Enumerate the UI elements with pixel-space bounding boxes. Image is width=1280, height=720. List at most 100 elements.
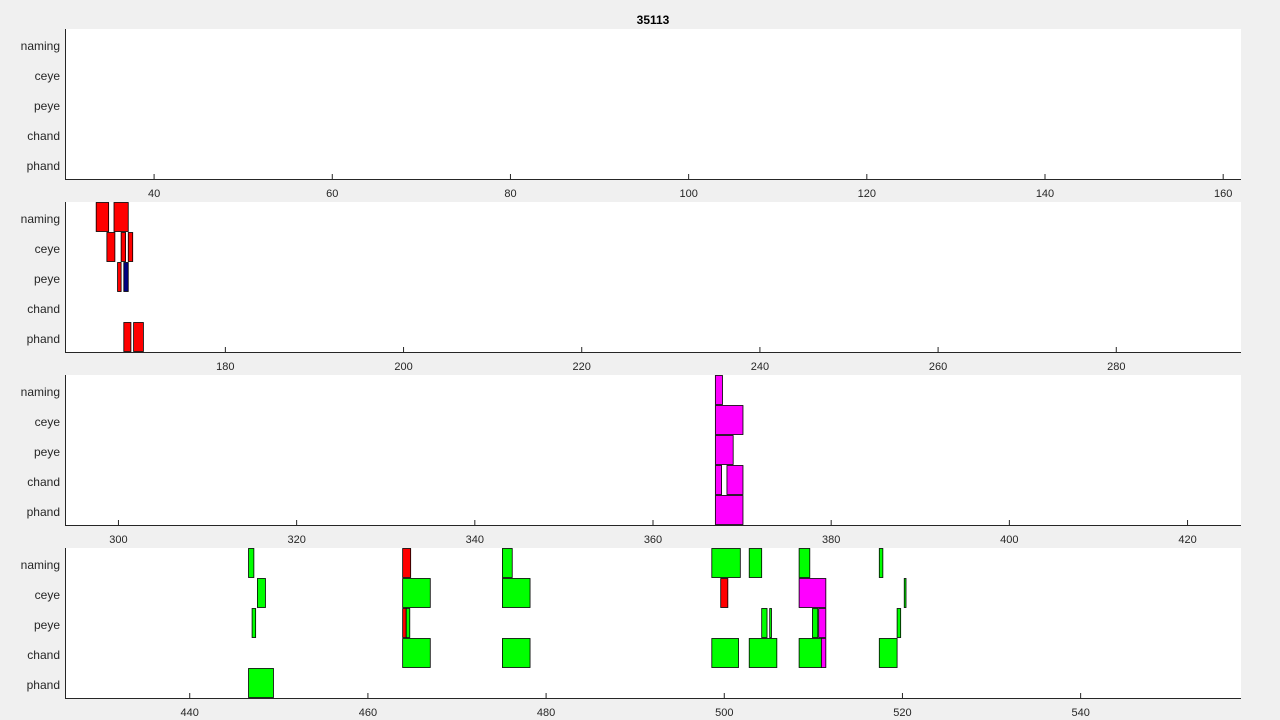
segment-peye (251, 608, 257, 638)
segment-peye (123, 262, 129, 292)
x-tick-label: 400 (1000, 534, 1018, 546)
x-tick-label: 220 (573, 361, 591, 373)
segment-naming (95, 202, 110, 232)
segment-peye (769, 608, 772, 638)
segment-ceye (502, 578, 531, 608)
x-tick-label: 60 (326, 188, 338, 200)
segment-peye (896, 608, 902, 638)
plot-area (65, 29, 1241, 179)
segment-ceye (903, 578, 907, 608)
x-tick-label: 40 (148, 188, 160, 200)
row-label-naming: naming (21, 39, 60, 53)
row-label-phand: phand (27, 505, 60, 519)
segment-naming (711, 548, 741, 578)
segment-peye (117, 262, 122, 292)
row-label-chand: chand (27, 302, 60, 316)
segment-naming (798, 548, 811, 578)
segment-naming (502, 548, 513, 578)
x-tick-label: 260 (929, 361, 947, 373)
row-label-ceye: ceye (35, 415, 61, 429)
segment-ceye (402, 578, 431, 608)
row-label-naming: naming (21, 212, 60, 226)
segment-chand (820, 638, 827, 668)
segment-phand (133, 322, 144, 352)
segment-chand (798, 638, 822, 668)
x-tick-label: 500 (715, 707, 733, 719)
x-tick-label: 460 (359, 707, 377, 719)
x-tick-label: 140 (1036, 188, 1054, 200)
x-tick-label: 540 (1071, 707, 1089, 719)
segment-chand (502, 638, 531, 668)
segment-ceye (106, 232, 116, 262)
row-label-peye: peye (34, 618, 60, 632)
plot-area (65, 202, 1241, 352)
segment-peye (818, 608, 827, 638)
segment-peye (405, 608, 411, 638)
segment-ceye (798, 578, 827, 608)
x-tick-label: 100 (679, 188, 697, 200)
segment-peye (761, 608, 768, 638)
segment-ceye (120, 232, 126, 262)
panel-2: naming ceye peye chand phand 180 200 220 240 260 2… (21, 202, 1241, 373)
segment-peye (812, 608, 819, 638)
plot-area (65, 548, 1241, 698)
row-label-chand: chand (27, 129, 60, 143)
row-label-naming: naming (21, 385, 60, 399)
x-tick-label: 440 (181, 707, 199, 719)
segment-chand (878, 638, 898, 668)
segment-phand (123, 322, 132, 352)
row-label-chand: chand (27, 648, 60, 662)
panels: naming ceye peye chand phand 40 60 80 100 120 140 1… (21, 29, 1241, 719)
x-tick-label: 80 (504, 188, 516, 200)
x-tick-label: 520 (893, 707, 911, 719)
x-tick-label: 420 (1178, 534, 1196, 546)
x-tick-label: 480 (537, 707, 555, 719)
segment-ceye (714, 405, 744, 435)
segment-peye (402, 608, 407, 638)
row-label-peye: peye (34, 272, 60, 286)
segment-phand (248, 668, 274, 698)
row-label-naming: naming (21, 558, 60, 572)
plot-area (65, 375, 1241, 525)
row-label-phand: phand (27, 678, 60, 692)
x-tick-label: 340 (466, 534, 484, 546)
x-tick-label: 240 (751, 361, 769, 373)
segment-peye (714, 435, 734, 465)
x-tick-label: 180 (216, 361, 234, 373)
x-tick-label: 320 (287, 534, 305, 546)
row-label-phand: phand (27, 159, 60, 173)
row-label-peye: peye (34, 445, 60, 459)
segment-chand (726, 465, 744, 495)
segment-naming (878, 548, 884, 578)
segment-chand (711, 638, 739, 668)
segment-chand (748, 638, 778, 668)
x-tick-label: 160 (1214, 188, 1232, 200)
panel-4: naming ceye peye chand phand 440 460 480 500 520 5… (21, 548, 1241, 719)
panel-1: naming ceye peye chand phand 40 60 80 100 120 140 1… (21, 29, 1241, 200)
row-label-ceye: ceye (35, 588, 61, 602)
x-tick-label: 200 (394, 361, 412, 373)
row-label-peye: peye (34, 99, 60, 113)
segment-naming (248, 548, 255, 578)
x-tick-label: 300 (109, 534, 127, 546)
x-tick-label: 120 (858, 188, 876, 200)
segment-ceye (127, 232, 134, 262)
segment-naming (402, 548, 412, 578)
segment-naming (113, 202, 129, 232)
segment-ceye (720, 578, 729, 608)
chart-title: 35113 (637, 13, 670, 27)
segment-phand (714, 495, 744, 525)
x-tick-label: 380 (822, 534, 840, 546)
segment-ceye (257, 578, 266, 608)
segment-chand (402, 638, 431, 668)
segment-naming (748, 548, 763, 578)
segment-chand (714, 465, 723, 495)
row-label-chand: chand (27, 475, 60, 489)
row-label-ceye: ceye (35, 69, 61, 83)
segment-naming (714, 375, 723, 405)
panel-3: naming ceye peye chand phand 300 320 340 360 380 4… (21, 375, 1241, 546)
row-label-ceye: ceye (35, 242, 61, 256)
x-tick-label: 280 (1107, 361, 1125, 373)
x-tick-label: 360 (644, 534, 662, 546)
